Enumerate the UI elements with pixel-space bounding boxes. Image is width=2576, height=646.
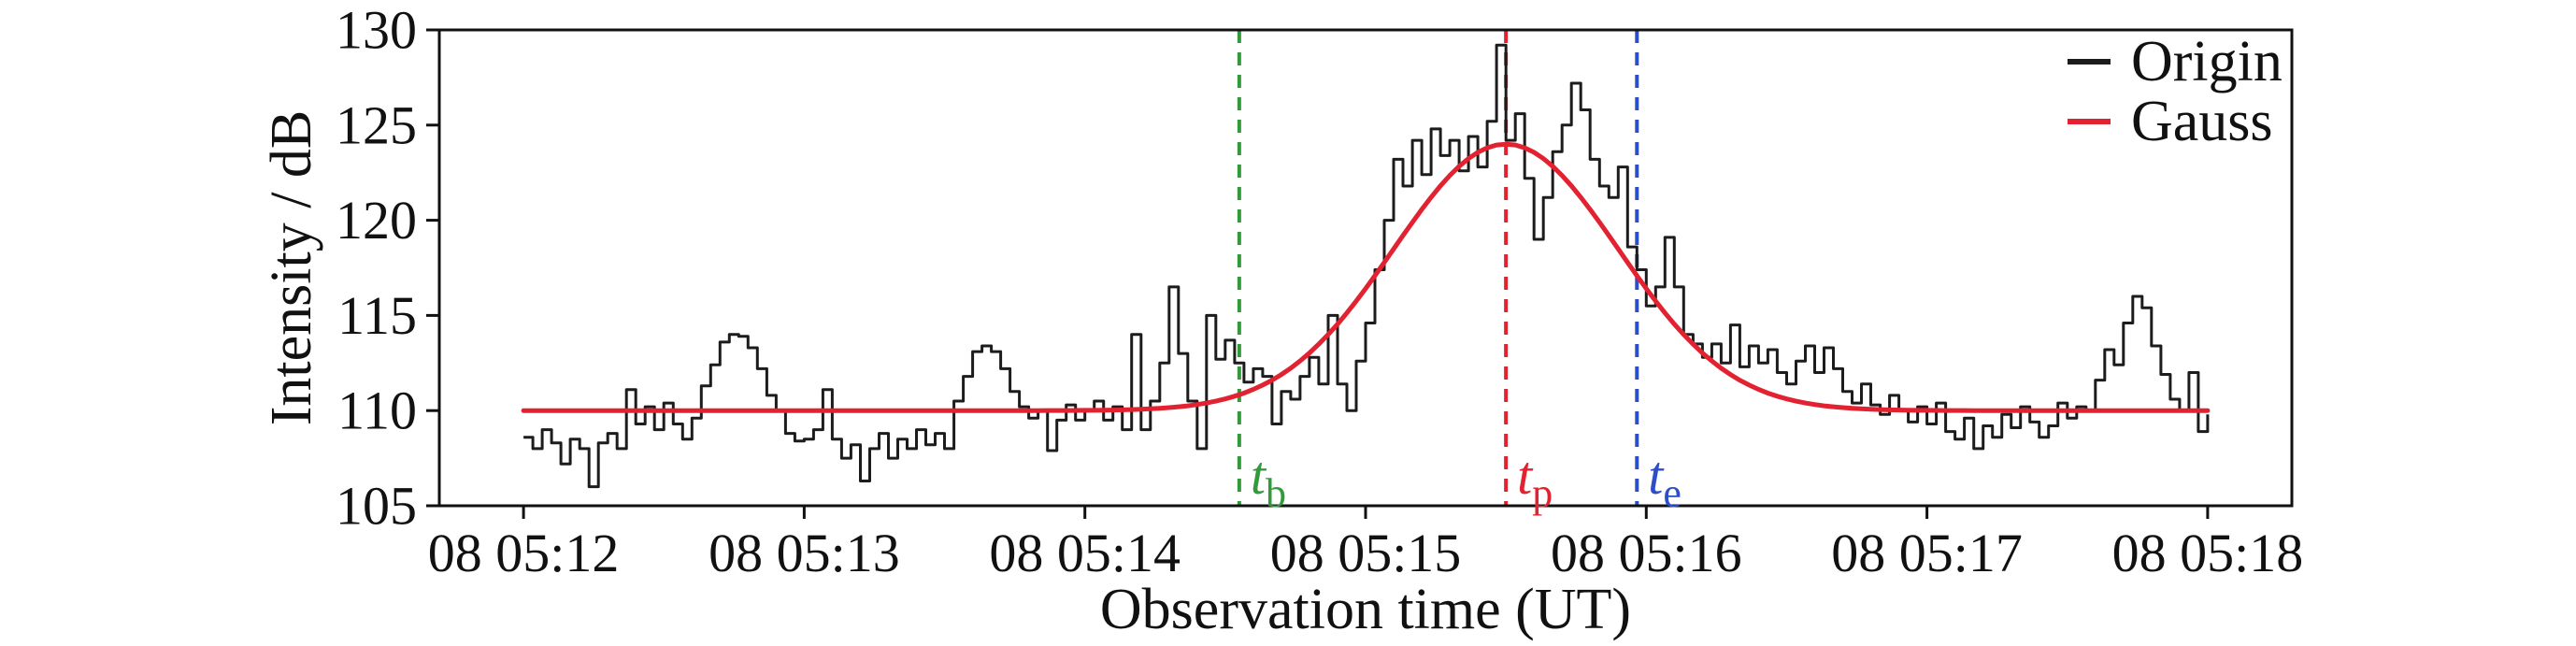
plot-border (437, 28, 2294, 508)
x-tick-label: 08 05:17 (1831, 523, 2023, 583)
y-tick-label: 105 (336, 476, 417, 537)
flare-end-symbol: t (1648, 445, 1665, 506)
y-tick-label: 115 (337, 285, 417, 346)
flare-peak-symbol: t (1517, 445, 1534, 506)
gauss-fit-line (521, 141, 2211, 413)
flare-end-label: te (1648, 445, 1682, 516)
data-series-layer (521, 43, 2211, 489)
flare-end-subscript: e (1663, 470, 1682, 516)
legend-label-gauss: Gauss (2131, 90, 2273, 153)
x-tick-label: 08 05:18 (2112, 523, 2304, 583)
legend-item-origin: Origin (2068, 30, 2283, 93)
origin-series-line (523, 43, 2210, 489)
x-tick-label: 08 05:16 (1551, 523, 1742, 583)
x-tick-label: 08 05:15 (1270, 523, 1462, 583)
flare-peak-subscript: p (1532, 470, 1553, 516)
event-marker-lines (1237, 30, 1639, 506)
flare-begin-subscript: b (1266, 470, 1286, 516)
y-tick-label: 125 (336, 94, 417, 155)
x-tick-label: 08 05:14 (989, 523, 1181, 583)
legend-label-origin: Origin (2131, 30, 2283, 93)
y-tick-label: 130 (336, 0, 417, 61)
x-tick-label: 08 05:12 (428, 523, 620, 583)
y-tick-label: 120 (336, 190, 417, 251)
legend-item-gauss: Gauss (2068, 90, 2273, 153)
flare-begin-symbol: t (1251, 445, 1267, 506)
y-axis-title: Intensity / dB (260, 110, 323, 426)
x-axis-title: Observation time (UT) (1100, 578, 1631, 641)
x-tick-label: 08 05:13 (708, 523, 900, 583)
axis-ticks: 105 110 115 120 125 130 08 05:12 08 05:13 08 05:… (336, 0, 2303, 583)
flare-peak-label: tp (1517, 445, 1553, 516)
flare-begin-label: tb (1251, 445, 1286, 516)
legend: Origin Gauss (2068, 30, 2283, 153)
y-tick-label: 110 (337, 380, 417, 441)
